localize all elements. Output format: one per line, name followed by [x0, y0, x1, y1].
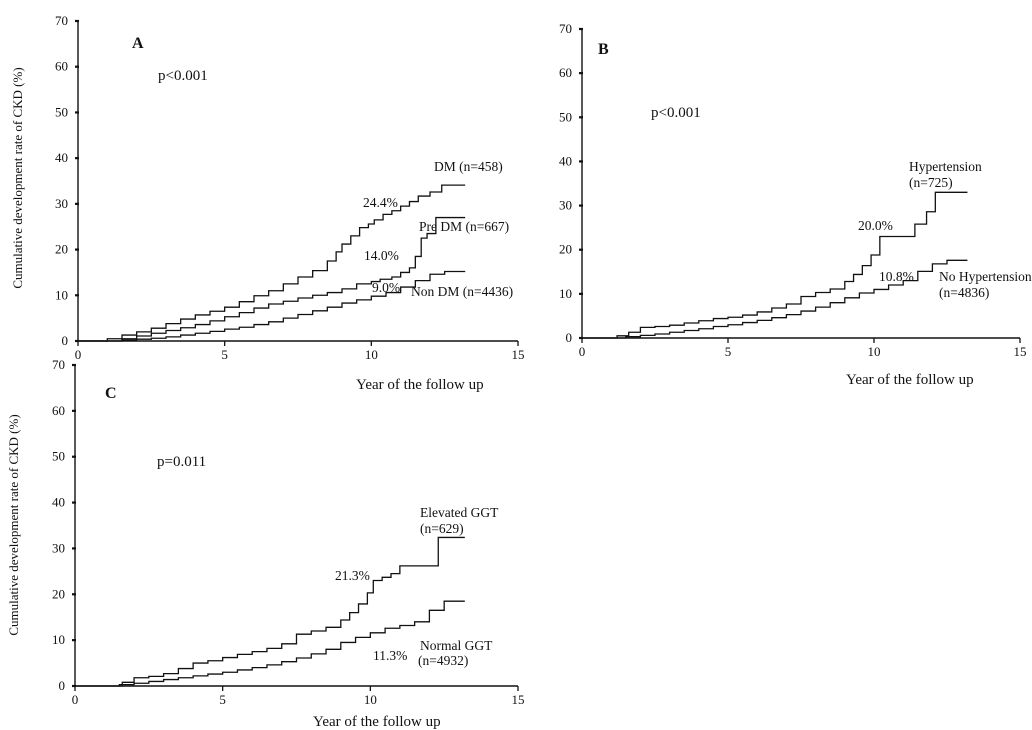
panel-b-p-value: p<0.001 — [651, 105, 701, 121]
panel-c-p-value: p=0.011 — [157, 454, 206, 470]
panel-c-x-axis-label: Year of the follow up — [313, 714, 441, 730]
panel-c-series-0-curve — [75, 536, 465, 687]
panel-a: 0 5 10 15 0 10 20 30 40 50 60 70 A p<0.001 Year of … — [10, 13, 525, 393]
series-label-no-hypertension-n: (n=4836) — [939, 285, 989, 300]
panel-a-series-0-curve — [78, 184, 466, 342]
panel-b-y-tick-label-7: 70 — [559, 21, 572, 36]
panel-c-y-tick-label-1: 10 — [52, 632, 65, 647]
annotation-hypertension: 20.0% — [858, 218, 893, 233]
panel-c-series-1-curve — [75, 600, 465, 687]
annotation-normal-ggt: 11.3% — [373, 648, 407, 663]
panel-c-y-tick-label-3: 30 — [52, 540, 65, 555]
panel-b-x-tick-label-1: 5 — [725, 344, 732, 359]
panel-b-series-1-curve — [582, 259, 968, 339]
panel-c-x-tick-label-3: 15 — [512, 692, 525, 707]
series-label-hypertension-n: (n=725) — [909, 175, 953, 190]
panel-a-series-2-curve — [78, 270, 466, 342]
panel-a-x-tick-label-1: 5 — [221, 347, 228, 362]
series-label-normal-ggt: Normal GGT — [420, 638, 493, 653]
panel-a-letter: A — [132, 35, 144, 52]
annotation-elevated-ggt: 21.3% — [335, 568, 370, 583]
annotation-dm: 24.4% — [363, 195, 398, 210]
annotation-non-dm: 9.0% — [372, 280, 400, 295]
series-label-non-dm: Non DM (n=4436) — [411, 284, 513, 299]
panel-b-x-tick-label-2: 10 — [868, 344, 881, 359]
panel-c-x-tick-label-0: 0 — [72, 692, 79, 707]
panel-a-x-axis-label: Year of the follow up — [356, 377, 484, 393]
series-label-no-hypertension: No Hypertension — [939, 269, 1032, 284]
panel-c: 0 5 10 15 0 10 20 30 40 50 60 70 C p=0.011 Year of … — [6, 357, 525, 730]
panel-b: 0 5 10 15 0 10 20 30 40 50 60 70 B p<0.001 Year of … — [559, 21, 1032, 388]
panel-b-y-tick-label-3: 30 — [559, 198, 572, 213]
series-label-elevated-ggt: Elevated GGT — [420, 505, 499, 520]
panel-b-y-tick-label-6: 60 — [559, 65, 572, 80]
annotation-no-hypertension: 10.8% — [879, 269, 914, 284]
panel-c-y-tick-label-4: 40 — [52, 495, 65, 510]
panel-a-y-tick-label-0: 0 — [62, 333, 69, 348]
panel-b-x-axis-label: Year of the follow up — [846, 372, 974, 388]
panel-b-series-0-curve — [582, 191, 968, 339]
panel-a-y-tick-label-6: 60 — [55, 59, 68, 74]
panel-a-p-value: p<0.001 — [158, 68, 208, 84]
annotation-pre-dm: 14.0% — [364, 248, 399, 263]
panel-b-x-tick-label-3: 15 — [1014, 344, 1027, 359]
panel-c-y-tick-label-7: 70 — [52, 357, 65, 372]
panel-a-y-axis-label: Cumulative development rate of CKD (%) — [10, 67, 25, 288]
panel-c-x-tick-label-1: 5 — [219, 692, 226, 707]
panel-a-y-tick-label-5: 50 — [55, 104, 68, 119]
series-label-dm: DM (n=458) — [434, 159, 503, 174]
panel-c-x-tick-label-2: 10 — [364, 692, 377, 707]
panel-a-y-tick-label-2: 20 — [55, 242, 68, 257]
panel-a-y-tick-label-3: 30 — [55, 196, 68, 211]
panel-c-letter: C — [105, 385, 117, 402]
panel-b-y-tick-label-2: 20 — [559, 242, 572, 257]
panel-a-series-1-curve — [78, 216, 466, 342]
panel-a-x-tick-label-3: 15 — [512, 347, 525, 362]
panel-b-letter: B — [598, 41, 609, 58]
panel-a-x-tick-label-0: 0 — [75, 347, 82, 362]
panel-c-y-axis-label: Cumulative development rate of CKD (%) — [6, 414, 21, 635]
series-label-normal-ggt-n: (n=4932) — [418, 653, 468, 668]
panel-c-y-tick-label-0: 0 — [59, 678, 66, 693]
panel-a-x-tick-label-2: 10 — [365, 347, 378, 362]
panel-c-y-tick-label-6: 60 — [52, 403, 65, 418]
panel-b-y-tick-label-0: 0 — [566, 330, 573, 345]
panel-c-y-tick-label-2: 20 — [52, 586, 65, 601]
series-label-hypertension: Hypertension — [909, 159, 982, 174]
panel-b-y-tick-label-1: 10 — [559, 286, 572, 301]
panel-a-y-tick-label-1: 10 — [55, 287, 68, 302]
series-label-pre-dm: Pre DM (n=667) — [419, 219, 509, 234]
series-label-elevated-ggt-n: (n=629) — [420, 521, 464, 536]
panel-c-y-tick-label-5: 50 — [52, 449, 65, 464]
panel-a-y-tick-label-7: 70 — [55, 13, 68, 28]
panel-b-x-tick-label-0: 0 — [579, 344, 586, 359]
panel-b-y-tick-label-4: 40 — [559, 153, 572, 168]
panel-b-y-tick-label-5: 50 — [559, 109, 572, 124]
panel-a-y-tick-label-4: 40 — [55, 150, 68, 165]
